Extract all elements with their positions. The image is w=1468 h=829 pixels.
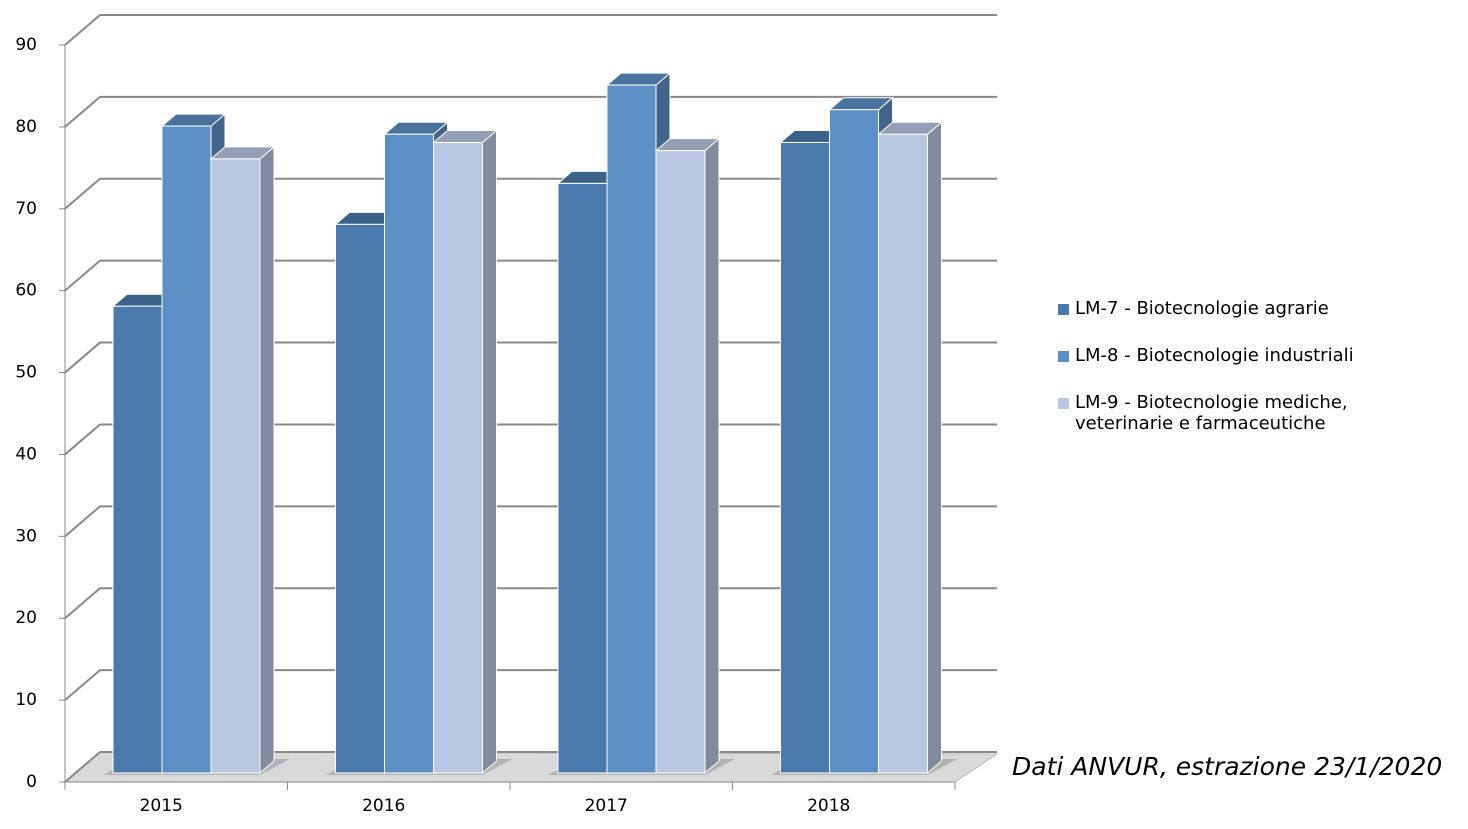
bar bbox=[433, 141, 483, 774]
bar bbox=[557, 182, 608, 774]
x-tick-label: 2015 bbox=[140, 796, 183, 816]
y-tick-label: 90 bbox=[15, 35, 37, 55]
legend-swatch bbox=[1058, 398, 1069, 409]
y-tick-label: 0 bbox=[26, 772, 37, 792]
bar-side bbox=[704, 137, 720, 775]
y-tick-label: 70 bbox=[15, 199, 37, 219]
legend-label: LM-7 - Biotecnologie agrarie bbox=[1075, 298, 1329, 319]
bar bbox=[384, 133, 434, 774]
legend-label: LM-8 - Biotecnologie industriali bbox=[1075, 345, 1354, 366]
bar bbox=[161, 125, 212, 774]
y-tick-label: 80 bbox=[15, 117, 37, 137]
x-tick-label: 2017 bbox=[585, 796, 628, 816]
bar bbox=[606, 84, 657, 774]
legend: LM-7 - Biotecnologie agrarie LM-8 - Biote… bbox=[1058, 298, 1418, 460]
y-tick-label: 40 bbox=[15, 444, 37, 464]
bar-side bbox=[927, 121, 942, 775]
y-tick-label: 30 bbox=[15, 526, 37, 546]
x-tick-label: 2018 bbox=[807, 796, 850, 816]
grid-line bbox=[64, 95, 997, 128]
y-tick-label: 10 bbox=[15, 690, 37, 710]
bar bbox=[878, 133, 928, 774]
legend-item: LM-7 - Biotecnologie agrarie bbox=[1058, 298, 1418, 319]
bar bbox=[210, 158, 261, 774]
y-tick-label: 50 bbox=[15, 363, 37, 383]
annotation: Dati ANVUR, estrazione 23/1/2020 bbox=[1012, 752, 1443, 781]
y-tick-label: 20 bbox=[15, 608, 37, 628]
bar bbox=[335, 223, 385, 774]
bar bbox=[829, 109, 879, 774]
grid-line bbox=[64, 14, 997, 46]
legend-item: LM-8 - Biotecnologie industriali bbox=[1058, 345, 1418, 366]
bar bbox=[112, 305, 163, 774]
y-tick-label: 60 bbox=[15, 281, 37, 301]
bar-side bbox=[259, 145, 275, 775]
legend-label: LM-9 - Biotecnologie mediche, veterinari… bbox=[1075, 392, 1348, 434]
bar bbox=[655, 150, 706, 774]
bar-side bbox=[482, 129, 497, 775]
x-tick-label: 2016 bbox=[362, 796, 405, 816]
legend-item: LM-9 - Biotecnologie mediche, veterinari… bbox=[1058, 392, 1418, 434]
legend-swatch bbox=[1058, 304, 1069, 315]
legend-swatch bbox=[1058, 351, 1069, 362]
bar bbox=[780, 141, 830, 774]
